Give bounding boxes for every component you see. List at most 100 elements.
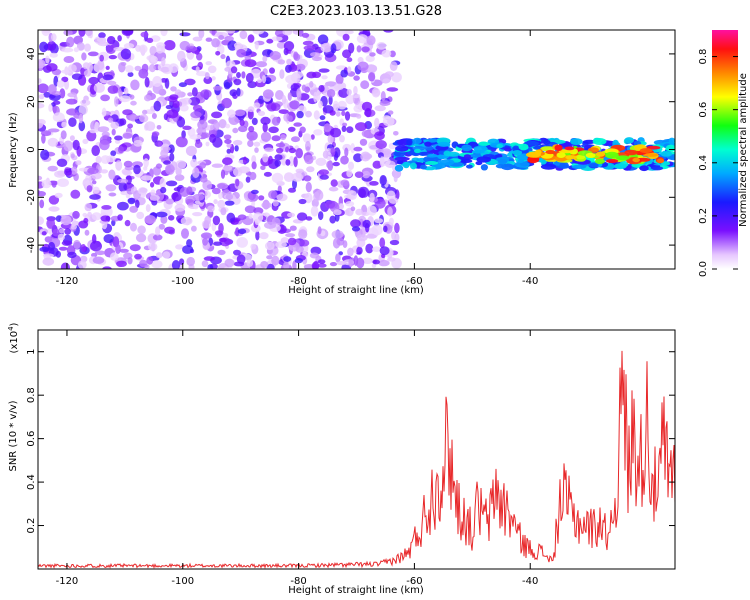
heatmap-cell bbox=[424, 141, 432, 147]
heatmap-cell bbox=[305, 140, 311, 152]
heatmap-cell bbox=[517, 159, 524, 164]
heatmap-cell bbox=[39, 41, 49, 53]
heatmap-cell bbox=[236, 72, 241, 79]
heatmap-cell bbox=[211, 38, 221, 48]
heatmap-cell bbox=[287, 115, 293, 122]
heatmap-cell bbox=[214, 230, 224, 236]
heatmap-cell bbox=[100, 155, 111, 164]
heatmap-cell bbox=[309, 252, 319, 259]
heatmap-cell bbox=[211, 111, 223, 119]
heatmap-cell bbox=[311, 71, 322, 79]
heatmap-cell bbox=[135, 233, 147, 243]
heatmap-cell bbox=[296, 110, 304, 119]
heatmap-cell bbox=[354, 171, 364, 178]
heatmap-cell bbox=[260, 131, 272, 142]
heatmap-cell bbox=[236, 87, 241, 97]
heatmap-cell bbox=[127, 123, 133, 129]
x-tick-label: -120 bbox=[56, 576, 79, 587]
heatmap-cell bbox=[423, 155, 439, 163]
heatmap-cell bbox=[388, 217, 394, 226]
heatmap-cell bbox=[92, 256, 105, 264]
heatmap-cell bbox=[250, 224, 261, 233]
heatmap-cell bbox=[251, 189, 259, 195]
heatmap-cell bbox=[471, 150, 485, 154]
heatmap-cell bbox=[340, 155, 349, 165]
heatmap-cell bbox=[317, 226, 322, 235]
heatmap-cell bbox=[388, 197, 399, 204]
heatmap-cell bbox=[39, 246, 50, 252]
heatmap-cell bbox=[108, 55, 118, 60]
heatmap-cell bbox=[371, 224, 383, 236]
heatmap-cell bbox=[321, 75, 328, 80]
heatmap-cell bbox=[410, 162, 417, 170]
heatmap-cell bbox=[117, 178, 129, 184]
heatmap-cell bbox=[139, 259, 148, 268]
heatmap-cell bbox=[182, 125, 192, 130]
heatmap-cell bbox=[264, 77, 272, 85]
heatmap-cell bbox=[120, 190, 129, 196]
heatmap-cell bbox=[175, 160, 187, 169]
heatmap-cell bbox=[38, 190, 41, 195]
heatmap-cell bbox=[382, 78, 391, 84]
heatmap-cell bbox=[376, 42, 387, 50]
heatmap-cell bbox=[177, 50, 186, 62]
heatmap-cell bbox=[639, 165, 649, 172]
heatmap-cell bbox=[642, 153, 659, 157]
heatmap-cell bbox=[379, 156, 385, 167]
heatmap-cell bbox=[382, 115, 391, 120]
heatmap-cell bbox=[288, 126, 296, 132]
heatmap-cell bbox=[335, 111, 341, 117]
heatmap-cell bbox=[93, 83, 105, 93]
heatmap-cell bbox=[295, 63, 306, 71]
colorbar-tick-label: 0.8 bbox=[698, 49, 709, 65]
heatmap-cell bbox=[476, 156, 492, 163]
heatmap-cell bbox=[285, 233, 296, 238]
heatmap-cell bbox=[326, 89, 336, 98]
heatmap-cell bbox=[117, 146, 124, 154]
heatmap-cell bbox=[97, 41, 110, 47]
heatmap-cell bbox=[65, 98, 78, 105]
heatmap-cell bbox=[248, 213, 253, 219]
heatmap-cell bbox=[131, 115, 140, 120]
chart-title: C2E3.2023.103.13.51.G28 bbox=[270, 4, 442, 19]
heatmap-cell bbox=[255, 230, 260, 241]
heatmap-cell bbox=[639, 148, 653, 154]
heatmap-cell bbox=[328, 95, 333, 105]
heatmap-cell bbox=[356, 246, 363, 255]
heatmap-cell bbox=[285, 159, 291, 166]
colorbar-tick-label: 0.2 bbox=[698, 208, 709, 224]
heatmap-cell bbox=[190, 158, 198, 168]
heatmap-cell bbox=[107, 85, 119, 94]
heatmap-cell bbox=[215, 51, 221, 56]
heatmap-cell bbox=[77, 260, 87, 269]
heatmap-cell bbox=[387, 206, 393, 217]
y-tick-label: -40 bbox=[26, 237, 37, 253]
heatmap-cell bbox=[181, 97, 192, 105]
heatmap-cell bbox=[361, 101, 373, 112]
heatmap-cell bbox=[406, 138, 413, 146]
heatmap-cell bbox=[248, 125, 255, 133]
heatmap-cell bbox=[47, 165, 58, 172]
heatmap-cell bbox=[38, 216, 44, 226]
heatmap-cell bbox=[292, 260, 297, 269]
heatmap-cell bbox=[236, 237, 248, 248]
heatmap-cell bbox=[271, 36, 283, 42]
heatmap-cell bbox=[351, 226, 361, 232]
heatmap-cell bbox=[325, 81, 337, 87]
heatmap-cell bbox=[632, 157, 640, 163]
heatmap-cell bbox=[512, 150, 523, 156]
heatmap-cell bbox=[117, 35, 122, 42]
heatmap-cell bbox=[168, 63, 179, 74]
heatmap-cell bbox=[379, 246, 390, 256]
heatmap-cell bbox=[526, 151, 541, 158]
heatmap-cell bbox=[40, 149, 50, 161]
heatmap-cell bbox=[200, 89, 212, 99]
heatmap-cell bbox=[184, 78, 196, 86]
heatmap-cell bbox=[412, 137, 422, 145]
colorbar: 0.0 0.2 0.4 0.6 0.8 Normalized spectral ampl… bbox=[698, 30, 749, 277]
heatmap-cell bbox=[433, 149, 441, 156]
heatmap-cell bbox=[312, 260, 319, 269]
heatmap-cell bbox=[283, 256, 292, 262]
heatmap-cell bbox=[189, 134, 202, 140]
heatmap-cell bbox=[98, 32, 106, 39]
